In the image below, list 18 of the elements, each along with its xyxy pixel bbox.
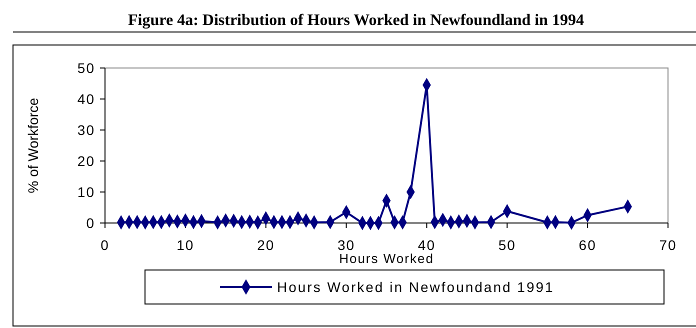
x-tick-label: 40 — [418, 237, 436, 253]
y-tick-label: 0 — [86, 215, 95, 231]
y-tick-label: 50 — [77, 60, 95, 76]
x-tick-label: 10 — [176, 237, 194, 253]
x-tick-label: 60 — [578, 237, 596, 253]
x-tick-label: 20 — [257, 237, 275, 253]
y-tick-label: 30 — [77, 122, 95, 138]
chart-title: Figure 4a: Distribution of Hours Worked in Newfoundland in 1994 — [128, 12, 584, 29]
x-tick-label: 30 — [337, 237, 356, 253]
y-tick-label: 10 — [77, 184, 95, 200]
y-tick-label: 40 — [77, 91, 95, 107]
y-axis-title: % of Workforce — [25, 98, 41, 194]
legend-label: Hours Worked in Newfoundand 1991 — [277, 279, 554, 295]
x-tick-label: 0 — [100, 237, 110, 253]
x-tick-label: 50 — [498, 237, 516, 253]
y-tick-label: 20 — [77, 153, 95, 169]
x-axis-title: Hours Worked — [339, 251, 434, 266]
x-tick-label: 70 — [659, 237, 677, 253]
